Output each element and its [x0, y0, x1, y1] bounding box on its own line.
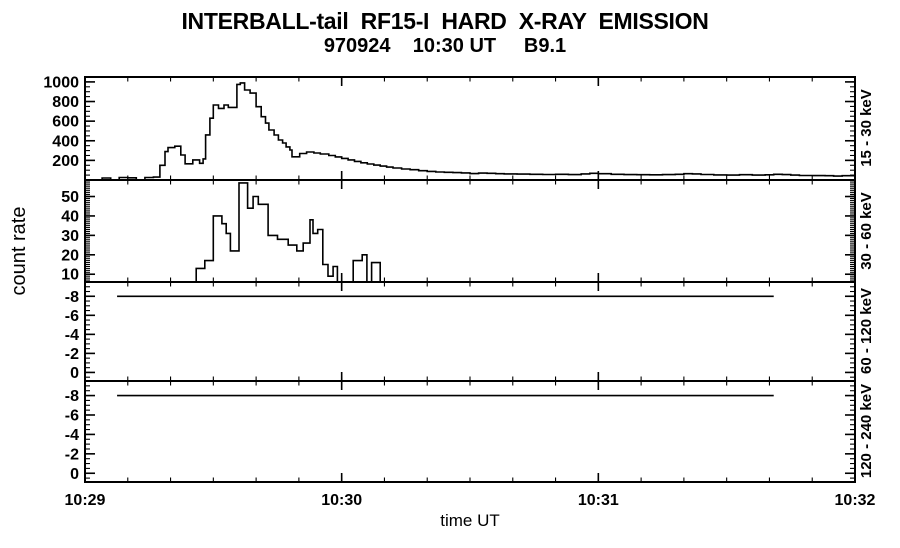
y-tick-label: 200 — [52, 153, 79, 170]
y-tick-label: -4 — [65, 427, 79, 444]
y-tick-label: -2 — [65, 446, 79, 463]
panel-1: 10 20 30 40 50 — [61, 179, 856, 284]
y-tick-label: 40 — [61, 208, 79, 225]
y-tick-label: 50 — [61, 189, 79, 206]
x-axis-title: time UT — [440, 511, 500, 530]
x-tick-label: 10:32 — [835, 492, 876, 509]
x-tick-label: 10:31 — [578, 492, 619, 509]
chart-subtitle: 970924 10:30 UT B9.1 — [323, 35, 567, 57]
y-tick-label: -8 — [65, 289, 79, 306]
y-tick-label: 10 — [61, 267, 79, 284]
y-tick-label: 800 — [52, 94, 79, 111]
data-histogram — [85, 82, 855, 181]
panel-2: 0 -2 -4 -6 -8 — [65, 281, 856, 382]
y-tick-label: 600 — [52, 114, 79, 131]
x-tick-label: 10:30 — [321, 492, 362, 509]
y-tick-label: -4 — [65, 327, 79, 344]
y-tick-label: -6 — [65, 407, 79, 424]
panel-3: 0 -2 -4 -6 -8 — [65, 380, 856, 483]
y-tick-label: 0 — [70, 466, 79, 483]
y-tick-label: 20 — [61, 247, 79, 264]
x-tick-label: 10:29 — [65, 492, 106, 509]
y-tick-label: -2 — [65, 346, 79, 363]
y-tick-label: -6 — [65, 308, 79, 325]
y-tick-label: -8 — [65, 388, 79, 405]
data-histogram — [85, 182, 855, 283]
y-tick-label: 0 — [70, 365, 79, 382]
y-tick-label: 400 — [52, 133, 79, 150]
y-tick-label: 1000 — [43, 74, 79, 91]
y-tick-label: 30 — [61, 228, 79, 245]
page-title: INTERBALL-tail RF15-I HARD X-RAY EMISSIO… — [181, 8, 709, 34]
panel-0: 200 400 600 800 1000 — [43, 74, 856, 181]
